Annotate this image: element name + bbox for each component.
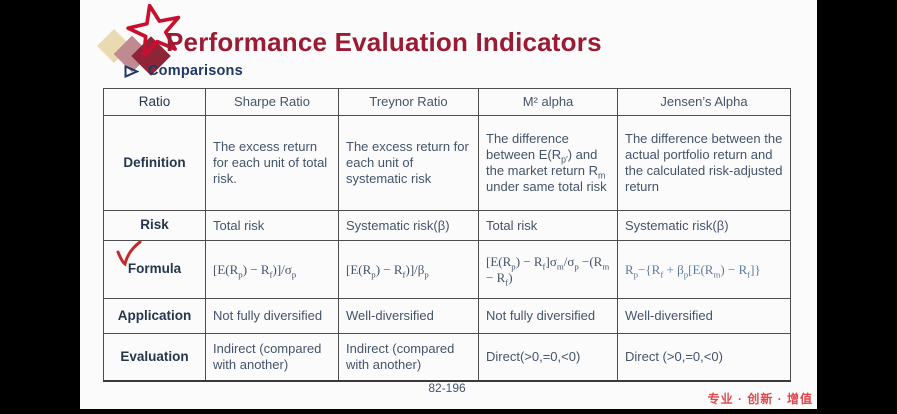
row-label-formula: Formula bbox=[103, 240, 206, 299]
cell-application-m2: Not fully diversified bbox=[478, 298, 618, 334]
column-header-treynor: Treynor Ratio bbox=[338, 88, 479, 116]
table-header-row: Ratio Sharpe Ratio Treynor Ratio M² alph… bbox=[103, 88, 791, 116]
page-number: 82-196 bbox=[428, 381, 466, 395]
table-row-application: Application Not fully diversified Well-d… bbox=[103, 298, 791, 334]
cell-evaluation-treynor: Indirect (compared with another) bbox=[338, 333, 479, 382]
cell-application-jensen: Well-diversified bbox=[617, 298, 791, 334]
table-row-evaluation: Evaluation Indirect (compared with anoth… bbox=[103, 333, 791, 382]
footer-slogan: 专业 · 创新 · 增值 bbox=[707, 392, 813, 406]
star-icon bbox=[126, 4, 181, 58]
page-title: Performance Evaluation Indicators bbox=[166, 27, 602, 57]
column-header-sharpe: Sharpe Ratio bbox=[205, 88, 339, 116]
cell-risk-sharpe: Total risk bbox=[205, 210, 339, 241]
cell-evaluation-sharpe: Indirect (compared with another) bbox=[205, 333, 339, 382]
brand-logo bbox=[94, 2, 184, 76]
cell-evaluation-m2: Direct(>0,=0,<0) bbox=[478, 333, 618, 382]
slide-canvas: Performance Evaluation Indicators Compar… bbox=[80, 0, 817, 409]
cell-formula-sharpe: [E(Rp) − Rf)]/σp bbox=[205, 240, 339, 299]
arrow-bullet-icon bbox=[124, 64, 139, 78]
cell-application-sharpe: Not fully diversified bbox=[205, 298, 339, 334]
table-row-risk: Risk Total risk Systematic risk(β) Total… bbox=[103, 210, 791, 241]
comparison-table: Ratio Sharpe Ratio Treynor Ratio M² alph… bbox=[103, 88, 791, 382]
comparisons-heading: Comparisons bbox=[124, 63, 243, 79]
cell-evaluation-jensen: Direct (>0,=0,<0) bbox=[617, 333, 791, 382]
cell-risk-treynor: Systematic risk(β) bbox=[338, 210, 479, 241]
table-row-formula: Formula [E(Rp) − Rf)]/σp [E(Rp) − Rf)]/β… bbox=[103, 240, 791, 299]
red-checkmark-icon bbox=[116, 240, 142, 267]
cell-risk-jensen: Systematic risk(β) bbox=[617, 210, 791, 241]
cell-definition-jensen: The difference between the actual portfo… bbox=[617, 115, 791, 211]
cell-definition-sharpe: The excess return for each unit of total… bbox=[205, 115, 339, 211]
comparisons-label: Comparisons bbox=[148, 63, 243, 79]
table-row-definition: Definition The excess return for each un… bbox=[103, 115, 791, 211]
cell-formula-jensen: Rp−{Rf + βp[E(Rm) − Rf]} bbox=[617, 240, 791, 299]
cell-application-treynor: Well-diversified bbox=[338, 298, 479, 334]
cell-definition-treynor: The excess return for each unit of syste… bbox=[338, 115, 479, 211]
cell-formula-m2: [E(Rp) − Rf]σm/σp −(Rm − Rf) bbox=[478, 240, 618, 299]
row-label-evaluation: Evaluation bbox=[103, 333, 206, 382]
cell-definition-m2: The difference between E(Rp′) and the ma… bbox=[478, 115, 618, 211]
column-header-jensens-alpha: Jensen’s Alpha bbox=[617, 88, 791, 116]
column-header-ratio: Ratio bbox=[103, 88, 206, 116]
row-label-application: Application bbox=[103, 298, 206, 334]
cell-formula-treynor: [E(Rp) − Rf)]/βp bbox=[338, 240, 479, 299]
cell-risk-m2: Total risk bbox=[478, 210, 618, 241]
column-header-m2-alpha: M² alpha bbox=[478, 88, 618, 116]
row-label-definition: Definition bbox=[103, 115, 206, 211]
row-label-risk: Risk bbox=[103, 210, 206, 241]
